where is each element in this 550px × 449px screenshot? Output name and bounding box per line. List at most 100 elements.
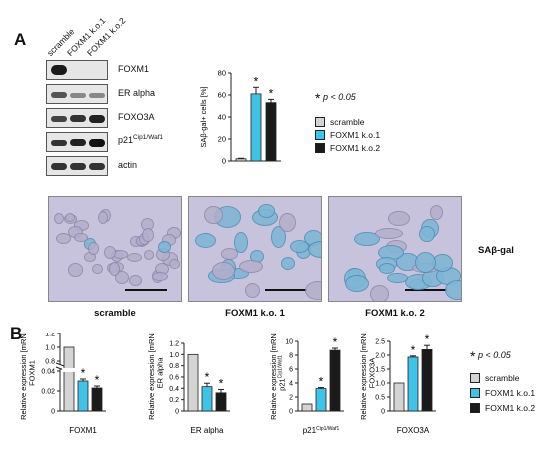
y-axis-label: Relative expression [mRNA]ER alpha (147, 333, 165, 420)
bar (201, 386, 213, 412)
cell (234, 231, 248, 253)
cell (97, 211, 109, 224)
chart-er-alpha-mrna: 0 0.2 0.4 0.6 0.8 1.0 1.2 * * Relative expression… (147, 333, 230, 435)
y-tick-label: 0.6 (169, 375, 179, 382)
bar (91, 387, 103, 412)
x-axis-label: p21Cip1/Waf1 (303, 426, 340, 435)
y-tick-label: 0 (381, 409, 385, 416)
significance-star: * (254, 74, 259, 88)
y-axis-label: Relative expression [mRNA]FOXM1 (19, 333, 37, 420)
band (89, 139, 105, 147)
significance-star: * (333, 335, 338, 349)
micrograph-scramble (48, 196, 182, 302)
cell (245, 283, 261, 299)
legend-swatch-ko1 (315, 130, 325, 140)
legend-label: FOXM1 k.o.1 (330, 130, 381, 140)
blot-foxo3a (46, 108, 108, 128)
chart-foxm1-mrna: 0 0.02 0.04 0.8 1.0 1.2 * * Relative expression … (19, 333, 106, 435)
y-tick-label: 1.0 (375, 381, 385, 388)
y-axis-label: Relative expression [mRNA]FOXO3A (359, 333, 377, 420)
cell (415, 252, 437, 274)
cell (55, 232, 72, 245)
y-axis-label: SAβ-gal+ cells [%] (199, 86, 208, 147)
band (89, 163, 105, 170)
legend-swatch-scramble (470, 373, 480, 383)
cell (388, 210, 410, 226)
blot-p21 (46, 132, 108, 152)
cell (344, 274, 370, 293)
significance-star: * (425, 333, 430, 346)
band (89, 115, 105, 123)
cell (271, 225, 286, 248)
y-tick-label: 1.2 (169, 341, 179, 348)
legend-swatch-ko2 (315, 143, 325, 153)
y-tick-label: 1.0 (45, 345, 55, 352)
band (51, 116, 67, 122)
cell (152, 271, 168, 281)
cell (354, 232, 380, 247)
y-tick-label: 2.0 (375, 353, 385, 360)
cell (115, 270, 130, 285)
cell (108, 262, 120, 276)
y-tick-label: 6 (289, 367, 293, 374)
cell (430, 205, 444, 221)
blot-label-actin: actin (118, 160, 138, 170)
legend-label: FOXM1 k.o.2 (485, 403, 536, 413)
cell (129, 274, 142, 286)
significance-star: * (319, 375, 324, 389)
cell (445, 279, 461, 300)
bar (215, 392, 227, 412)
y-tick-label: 2.5 (375, 339, 385, 346)
bar (187, 353, 199, 412)
y-tick-label: 1.0 (169, 352, 179, 359)
significance-star: * (95, 373, 100, 387)
y-tick-label: 0 (175, 409, 179, 416)
y-tick-label: 0.4 (169, 386, 179, 393)
cell (211, 262, 235, 281)
significance-star: * (411, 343, 416, 357)
significance-star: * (81, 366, 86, 380)
y-tick-label: 10 (285, 339, 293, 346)
significance-star: * (205, 370, 210, 384)
band (89, 93, 105, 98)
y-tick-label: 0 (51, 409, 55, 416)
y-tick-label: 60 (218, 91, 226, 100)
bar (301, 403, 313, 412)
micrograph-label-scramble: scramble (94, 308, 136, 319)
cell (88, 242, 99, 255)
micrograph-label-ko2: FOXM1 k.o. 2 (365, 308, 425, 319)
bar (407, 356, 419, 412)
blot-label-foxo3a: FOXO3A (118, 112, 155, 122)
significance-note-b: * p < 0.05 (470, 348, 511, 364)
legend-swatch-ko2 (470, 403, 480, 413)
y-tick-label: 0.04 (41, 369, 55, 376)
cell (419, 225, 435, 242)
bar (250, 93, 262, 162)
bar (315, 388, 327, 412)
y-tick-label: 20 (218, 135, 226, 144)
blot-foxm1 (46, 60, 108, 80)
y-tick-label: 40 (218, 113, 226, 122)
micrograph-ko1 (188, 196, 322, 302)
band (51, 163, 67, 170)
cell (378, 263, 396, 274)
y-tick-label: 0.5 (375, 395, 385, 402)
cell (74, 233, 88, 243)
blot-er-alpha (46, 84, 108, 104)
cell (104, 246, 117, 260)
cell (169, 258, 180, 269)
axis-break (55, 362, 65, 367)
bar-break (62, 368, 76, 372)
cell (92, 263, 103, 275)
cell (239, 260, 264, 274)
cell (375, 227, 403, 239)
legend-swatch-ko1 (470, 388, 480, 398)
y-tick-label: 0 (289, 409, 293, 416)
cell (369, 284, 390, 301)
blot-label-p21: p21Cip1/Waf1 (118, 134, 164, 145)
y-tick-label: 4 (289, 381, 293, 388)
cell (257, 204, 275, 219)
x-axis-label: ER alpha (191, 426, 224, 435)
y-tick-label: 1.2 (45, 333, 55, 338)
chart-p21-mrna: 0 2 4 6 8 10 * * Relative expression [mRNA]p21Ci… (269, 333, 344, 435)
